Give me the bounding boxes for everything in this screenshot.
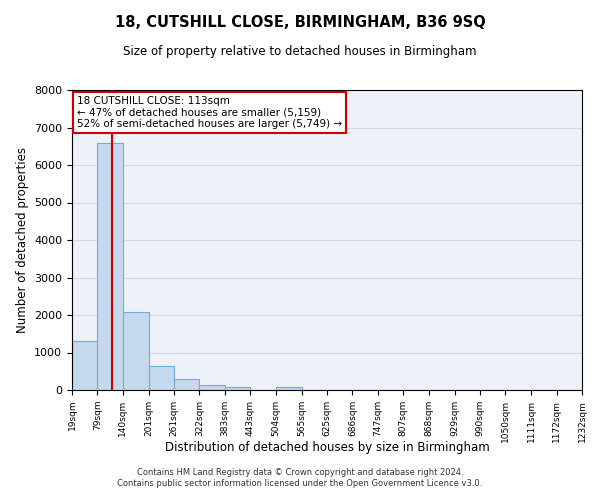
Bar: [174, 379, 199, 390]
Bar: [72, 341, 97, 390]
Bar: [123, 312, 149, 390]
Y-axis label: Number of detached properties: Number of detached properties: [16, 147, 29, 333]
Bar: [276, 387, 302, 390]
Bar: [225, 387, 250, 390]
Text: 18 CUTSHILL CLOSE: 113sqm
← 47% of detached houses are smaller (5,159)
52% of se: 18 CUTSHILL CLOSE: 113sqm ← 47% of detac…: [77, 96, 342, 129]
Text: Size of property relative to detached houses in Birmingham: Size of property relative to detached ho…: [123, 45, 477, 58]
Bar: [97, 143, 123, 390]
Text: Distribution of detached houses by size in Birmingham: Distribution of detached houses by size …: [164, 441, 490, 454]
Text: 18, CUTSHILL CLOSE, BIRMINGHAM, B36 9SQ: 18, CUTSHILL CLOSE, BIRMINGHAM, B36 9SQ: [115, 15, 485, 30]
Bar: [149, 366, 174, 390]
Bar: [199, 385, 225, 390]
Text: Contains HM Land Registry data © Crown copyright and database right 2024.
Contai: Contains HM Land Registry data © Crown c…: [118, 468, 482, 487]
